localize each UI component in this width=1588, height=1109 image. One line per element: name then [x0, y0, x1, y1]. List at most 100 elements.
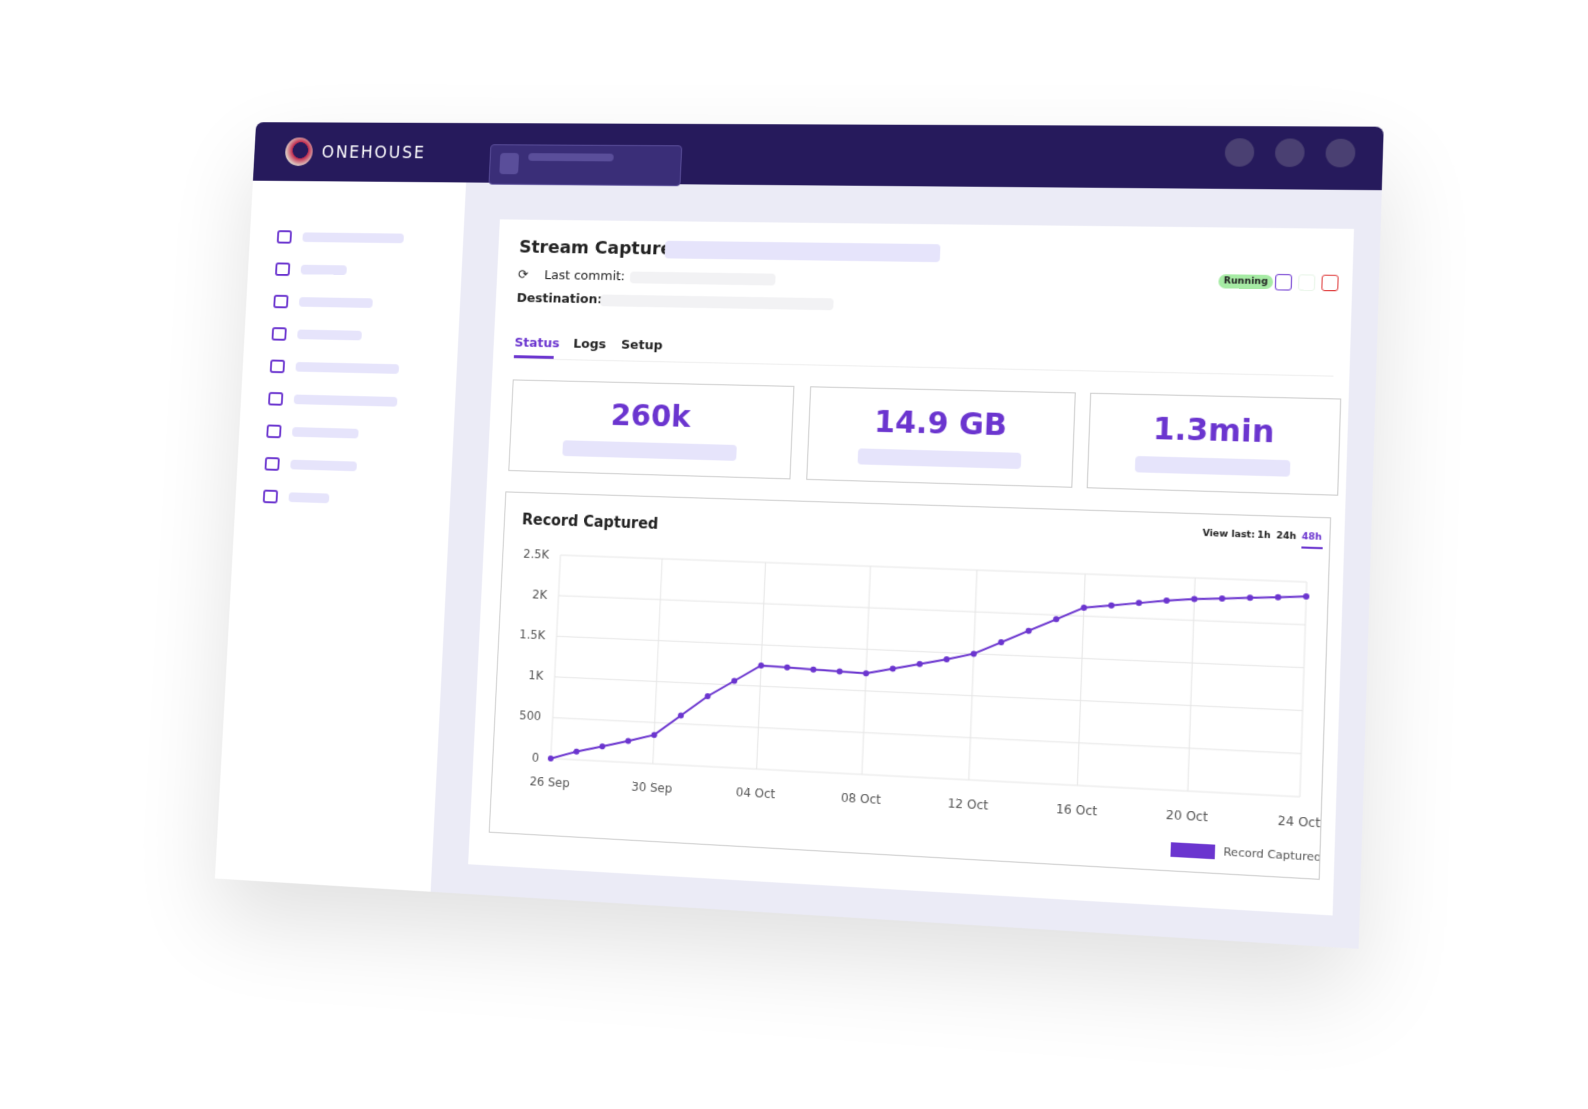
y-tick-label: 2K — [532, 587, 549, 601]
grid-line — [862, 566, 871, 774]
series-line — [551, 569, 1306, 797]
data-point — [997, 639, 1005, 646]
stat-placeholder — [562, 440, 737, 461]
data-point — [547, 755, 554, 762]
data-point — [677, 712, 684, 719]
nav-icon[interactable] — [266, 424, 282, 439]
avatar[interactable] — [1274, 138, 1306, 168]
search-box[interactable] — [488, 144, 683, 187]
stop-button[interactable] — [1321, 274, 1339, 292]
play-button[interactable] — [1297, 274, 1316, 291]
data-point — [705, 693, 712, 700]
nav-placeholder — [300, 264, 347, 275]
data-point — [810, 666, 817, 673]
y-tick-label: 2.5K — [523, 546, 550, 561]
job-title: Stream Capture — [518, 236, 673, 260]
y-tick-label: 500 — [519, 709, 542, 724]
legend-label: Record Captured — [1223, 845, 1322, 864]
x-tick-label: 04 Oct — [736, 785, 776, 801]
x-tick-label: 20 Oct — [1166, 807, 1209, 824]
nav-placeholder — [290, 459, 357, 472]
data-point — [916, 660, 923, 668]
icon-sync: ⟳ — [517, 267, 529, 283]
x-tick-label: 30 Sep — [631, 779, 672, 795]
data-point — [1163, 597, 1170, 604]
job-card: Stream Capture ⟳ Last commit: Destinatio… — [468, 219, 1354, 916]
nav-icon[interactable] — [268, 391, 284, 406]
nav-placeholder — [288, 492, 330, 504]
y-tick-label: 1.5K — [519, 627, 546, 642]
grid-line — [551, 555, 561, 758]
data-point — [1274, 593, 1282, 601]
x-tick-label: 24 Oct — [1278, 813, 1321, 830]
range-underline — [1301, 546, 1323, 550]
x-tick-label: 16 Oct — [1056, 801, 1098, 818]
stat-placeholder — [857, 448, 1022, 470]
data-point — [970, 650, 977, 657]
header: ONEHOUSE — [252, 122, 1384, 191]
data-point — [1108, 602, 1115, 609]
data-point — [731, 677, 737, 684]
status-badge: Running — [1218, 274, 1274, 290]
y-tick-label: 1K — [528, 668, 545, 683]
range-option[interactable]: 48h — [1302, 531, 1322, 542]
sidebar — [214, 180, 467, 892]
nav-icon[interactable] — [269, 359, 286, 374]
data-point — [1218, 595, 1226, 602]
data-point — [889, 665, 896, 672]
pause-button[interactable] — [1274, 273, 1293, 291]
y-tick-label: 0 — [532, 750, 540, 764]
data-point — [1135, 599, 1143, 607]
nav-placeholder — [297, 329, 362, 341]
nav-icon[interactable] — [271, 327, 287, 341]
grid-line — [1188, 578, 1195, 791]
nav-icon[interactable] — [262, 489, 279, 504]
stat-value: 14.9 GB — [873, 404, 1008, 444]
stat-value: 1.3min — [1152, 411, 1275, 451]
chart-title: Record Captured — [522, 510, 659, 532]
range-option[interactable]: 24h — [1276, 531, 1296, 542]
data-point — [862, 670, 870, 677]
data-point — [1191, 595, 1198, 603]
data-point — [784, 664, 791, 671]
nav-icon[interactable] — [275, 262, 291, 276]
nav-icon[interactable] — [273, 294, 289, 309]
avatar[interactable] — [1224, 138, 1255, 167]
x-tick-label: 12 Oct — [947, 796, 988, 813]
stat-card: 260k — [508, 379, 795, 480]
data-point — [1053, 616, 1060, 623]
tab[interactable]: Status — [514, 335, 560, 352]
x-tick-label: 08 Oct — [841, 790, 882, 806]
data-point — [1246, 594, 1254, 602]
data-point — [599, 743, 606, 750]
tab[interactable]: Logs — [572, 336, 607, 353]
tab[interactable]: Setup — [620, 337, 663, 354]
stat-card: 14.9 GB — [806, 386, 1076, 488]
nav-placeholder — [295, 361, 400, 374]
nav-placeholder — [291, 427, 359, 439]
avatar[interactable] — [1325, 138, 1356, 168]
stat-placeholder — [1135, 455, 1291, 477]
x-tick-label: 26 Sep — [529, 774, 570, 790]
data-point — [573, 748, 580, 755]
range-option[interactable]: 1h — [1257, 530, 1271, 541]
chart-panel: Record Captured View last: 1h 24h 48h 0 500 1K 1… — [488, 491, 1332, 880]
nav-icon[interactable] — [264, 456, 280, 471]
nav-placeholder — [293, 394, 398, 407]
chart: Record Captured View last: 1h 24h 48h 0 500 1K 1… — [519, 510, 1323, 864]
app-window: ONEHOUSE Stream Capture ⟳ Last commit: D… — [214, 122, 1384, 949]
data-point — [836, 668, 843, 675]
brand: ONEHOUSE — [321, 143, 427, 163]
data-point — [1025, 627, 1032, 634]
data-point — [757, 662, 765, 669]
last-commit-label: Last commit: — [543, 268, 626, 285]
view-last-label: View last: — [1202, 528, 1255, 540]
data-point — [943, 656, 950, 663]
nav-placeholder — [302, 232, 404, 244]
stat-card: 1.3min — [1086, 392, 1342, 496]
data-point — [651, 731, 658, 739]
nav-icon[interactable] — [276, 230, 293, 244]
grid-line — [969, 570, 977, 780]
grid-line — [1300, 582, 1307, 797]
